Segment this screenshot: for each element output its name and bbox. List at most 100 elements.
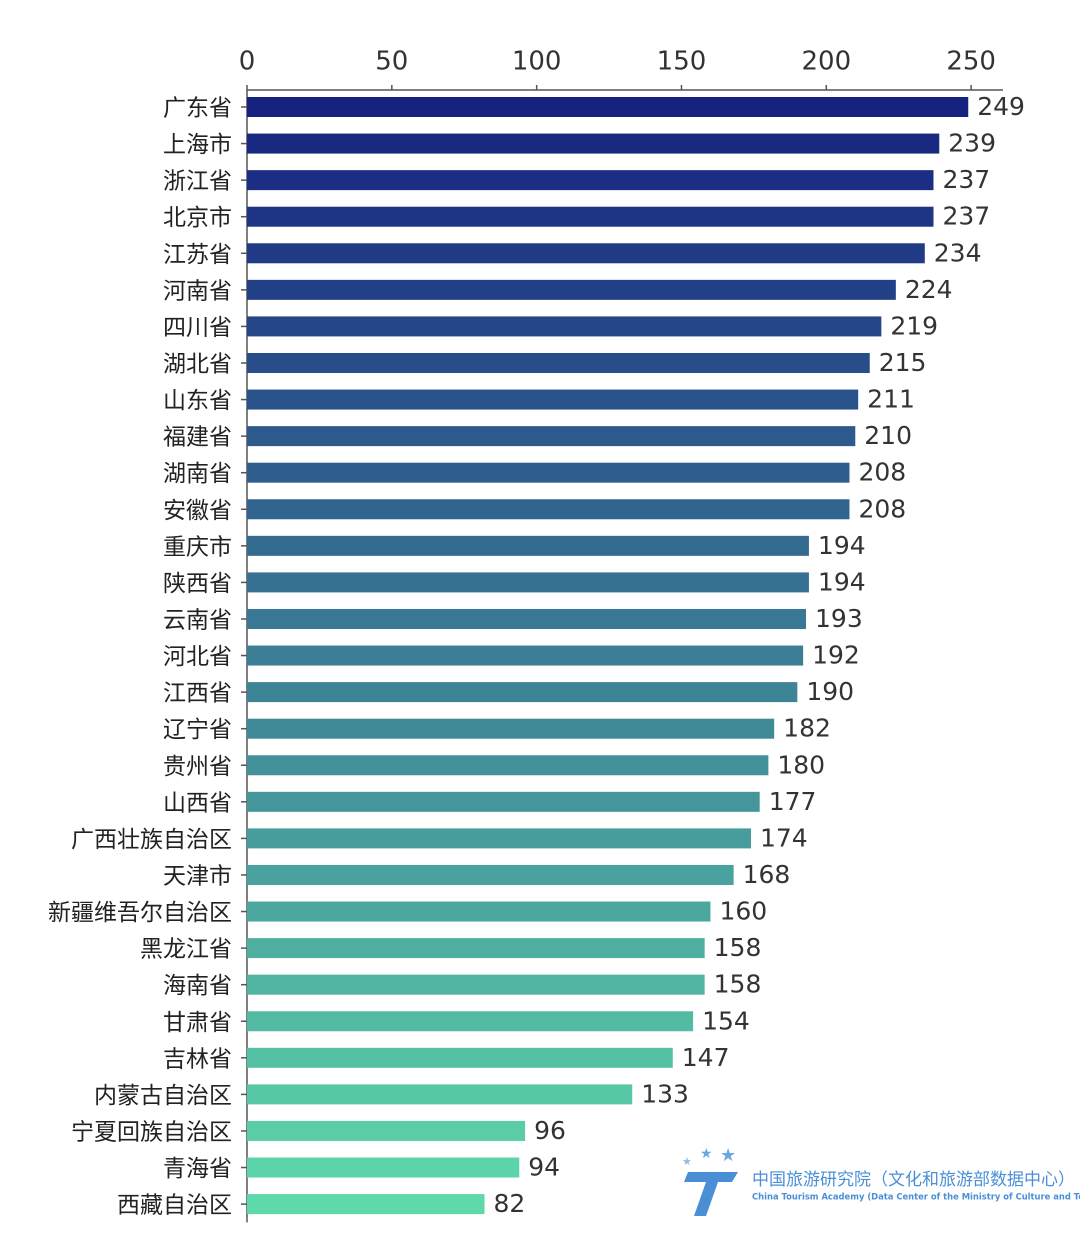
y-tick-label: 四川省	[163, 315, 232, 341]
bar	[247, 1194, 485, 1215]
value-label: 190	[806, 677, 854, 706]
bar	[247, 279, 896, 300]
value-label: 182	[783, 714, 831, 743]
value-label: 180	[777, 750, 825, 779]
value-label: 219	[890, 311, 938, 340]
y-tick-label: 重庆市	[163, 534, 232, 560]
logo-mark	[684, 1172, 738, 1216]
y-tick-label: 吉林省	[163, 1046, 232, 1072]
y-tick-label: 云南省	[163, 607, 232, 633]
value-label: 210	[864, 421, 912, 450]
bar	[247, 828, 751, 849]
value-label: 211	[867, 385, 915, 414]
y-tick-label: 辽宁省	[163, 717, 232, 743]
bar	[247, 938, 705, 959]
bar	[247, 901, 711, 922]
value-label: 158	[714, 970, 762, 999]
value-label: 133	[641, 1079, 689, 1108]
y-tick-label: 浙江省	[163, 169, 232, 195]
value-label: 237	[942, 202, 990, 231]
y-tick-label: 上海市	[163, 132, 232, 158]
value-label: 82	[494, 1189, 526, 1218]
bar	[247, 352, 870, 373]
bar	[247, 170, 934, 191]
bar	[247, 608, 807, 629]
bar	[247, 1084, 633, 1105]
bar	[247, 1157, 520, 1178]
value-label: 249	[977, 92, 1025, 121]
bar	[247, 718, 775, 739]
value-label: 194	[818, 531, 866, 560]
value-label: 177	[769, 787, 817, 816]
logo-star: ★	[682, 1155, 692, 1168]
y-tick-label: 西藏自治区	[117, 1193, 232, 1219]
y-tick-label: 福建省	[163, 425, 232, 451]
bar	[247, 682, 798, 703]
bar	[247, 1011, 694, 1032]
y-tick-label: 河北省	[163, 644, 232, 670]
logo-star: ★	[700, 1146, 713, 1162]
value-label: 208	[858, 494, 906, 523]
y-tick-label: 江西省	[163, 681, 232, 707]
y-tick-label: 河南省	[163, 278, 232, 304]
value-label: 224	[905, 275, 953, 304]
y-tick-label: 安徽省	[163, 498, 232, 524]
bar	[247, 243, 925, 264]
value-label: 94	[528, 1153, 560, 1182]
value-label: 158	[714, 933, 762, 962]
value-label: 194	[818, 567, 866, 596]
x-tick-label: 200	[801, 47, 851, 77]
x-tick-label: 0	[239, 47, 256, 77]
y-tick-label: 海南省	[163, 973, 232, 999]
logo: ★ ★ ★ 中国旅游研究院（文化和旅游部数据中心） China Tourism …	[682, 1145, 1080, 1216]
y-tick-label: 北京市	[163, 205, 232, 231]
x-tick-label: 100	[512, 47, 562, 77]
bar	[247, 206, 934, 227]
y-tick-label: 宁夏回族自治区	[71, 1119, 232, 1145]
x-tick-label: 50	[375, 47, 408, 77]
bar	[247, 133, 940, 154]
y-tick-label: 内蒙古自治区	[94, 1083, 232, 1109]
bar	[247, 389, 859, 410]
y-tick-label: 山西省	[163, 790, 232, 816]
bar	[247, 535, 809, 556]
y-tick-label: 广东省	[163, 96, 232, 122]
logo-title: 中国旅游研究院（文化和旅游部数据中心）	[752, 1170, 1075, 1190]
bar	[247, 572, 809, 593]
bar	[247, 97, 969, 117]
value-label: 208	[858, 458, 906, 487]
y-tick-label: 天津市	[163, 863, 232, 889]
x-tick-label: 250	[946, 47, 996, 77]
bar	[247, 426, 856, 447]
bar	[247, 316, 882, 337]
bar	[247, 974, 705, 995]
value-label: 174	[760, 823, 808, 852]
logo-subtitle: China Tourism Academy (Data Center of th…	[752, 1192, 1080, 1202]
y-tick-label: 青海省	[163, 1156, 232, 1182]
bar	[247, 791, 760, 812]
value-label: 215	[879, 348, 927, 377]
bar	[247, 645, 804, 666]
bar	[247, 1047, 673, 1068]
bar	[247, 462, 850, 483]
value-label: 192	[812, 641, 860, 670]
y-tick-label: 新疆维吾尔自治区	[48, 900, 232, 926]
bar	[247, 864, 734, 885]
bar	[247, 499, 850, 520]
y-tick-label: 湖北省	[163, 351, 232, 377]
value-label: 193	[815, 604, 863, 633]
y-tick-label: 山东省	[163, 388, 232, 414]
bar	[247, 755, 769, 776]
value-label: 168	[743, 860, 791, 889]
value-label: 234	[934, 238, 982, 267]
y-tick-label: 江苏省	[163, 242, 232, 268]
bar	[247, 1120, 526, 1141]
value-label: 237	[942, 165, 990, 194]
y-tick-label: 甘肃省	[163, 1010, 232, 1036]
y-tick-label: 贵州省	[163, 754, 232, 780]
logo-star: ★	[720, 1145, 736, 1166]
y-tick-label: 广西壮族自治区	[71, 827, 232, 853]
x-tick-label: 150	[657, 47, 707, 77]
